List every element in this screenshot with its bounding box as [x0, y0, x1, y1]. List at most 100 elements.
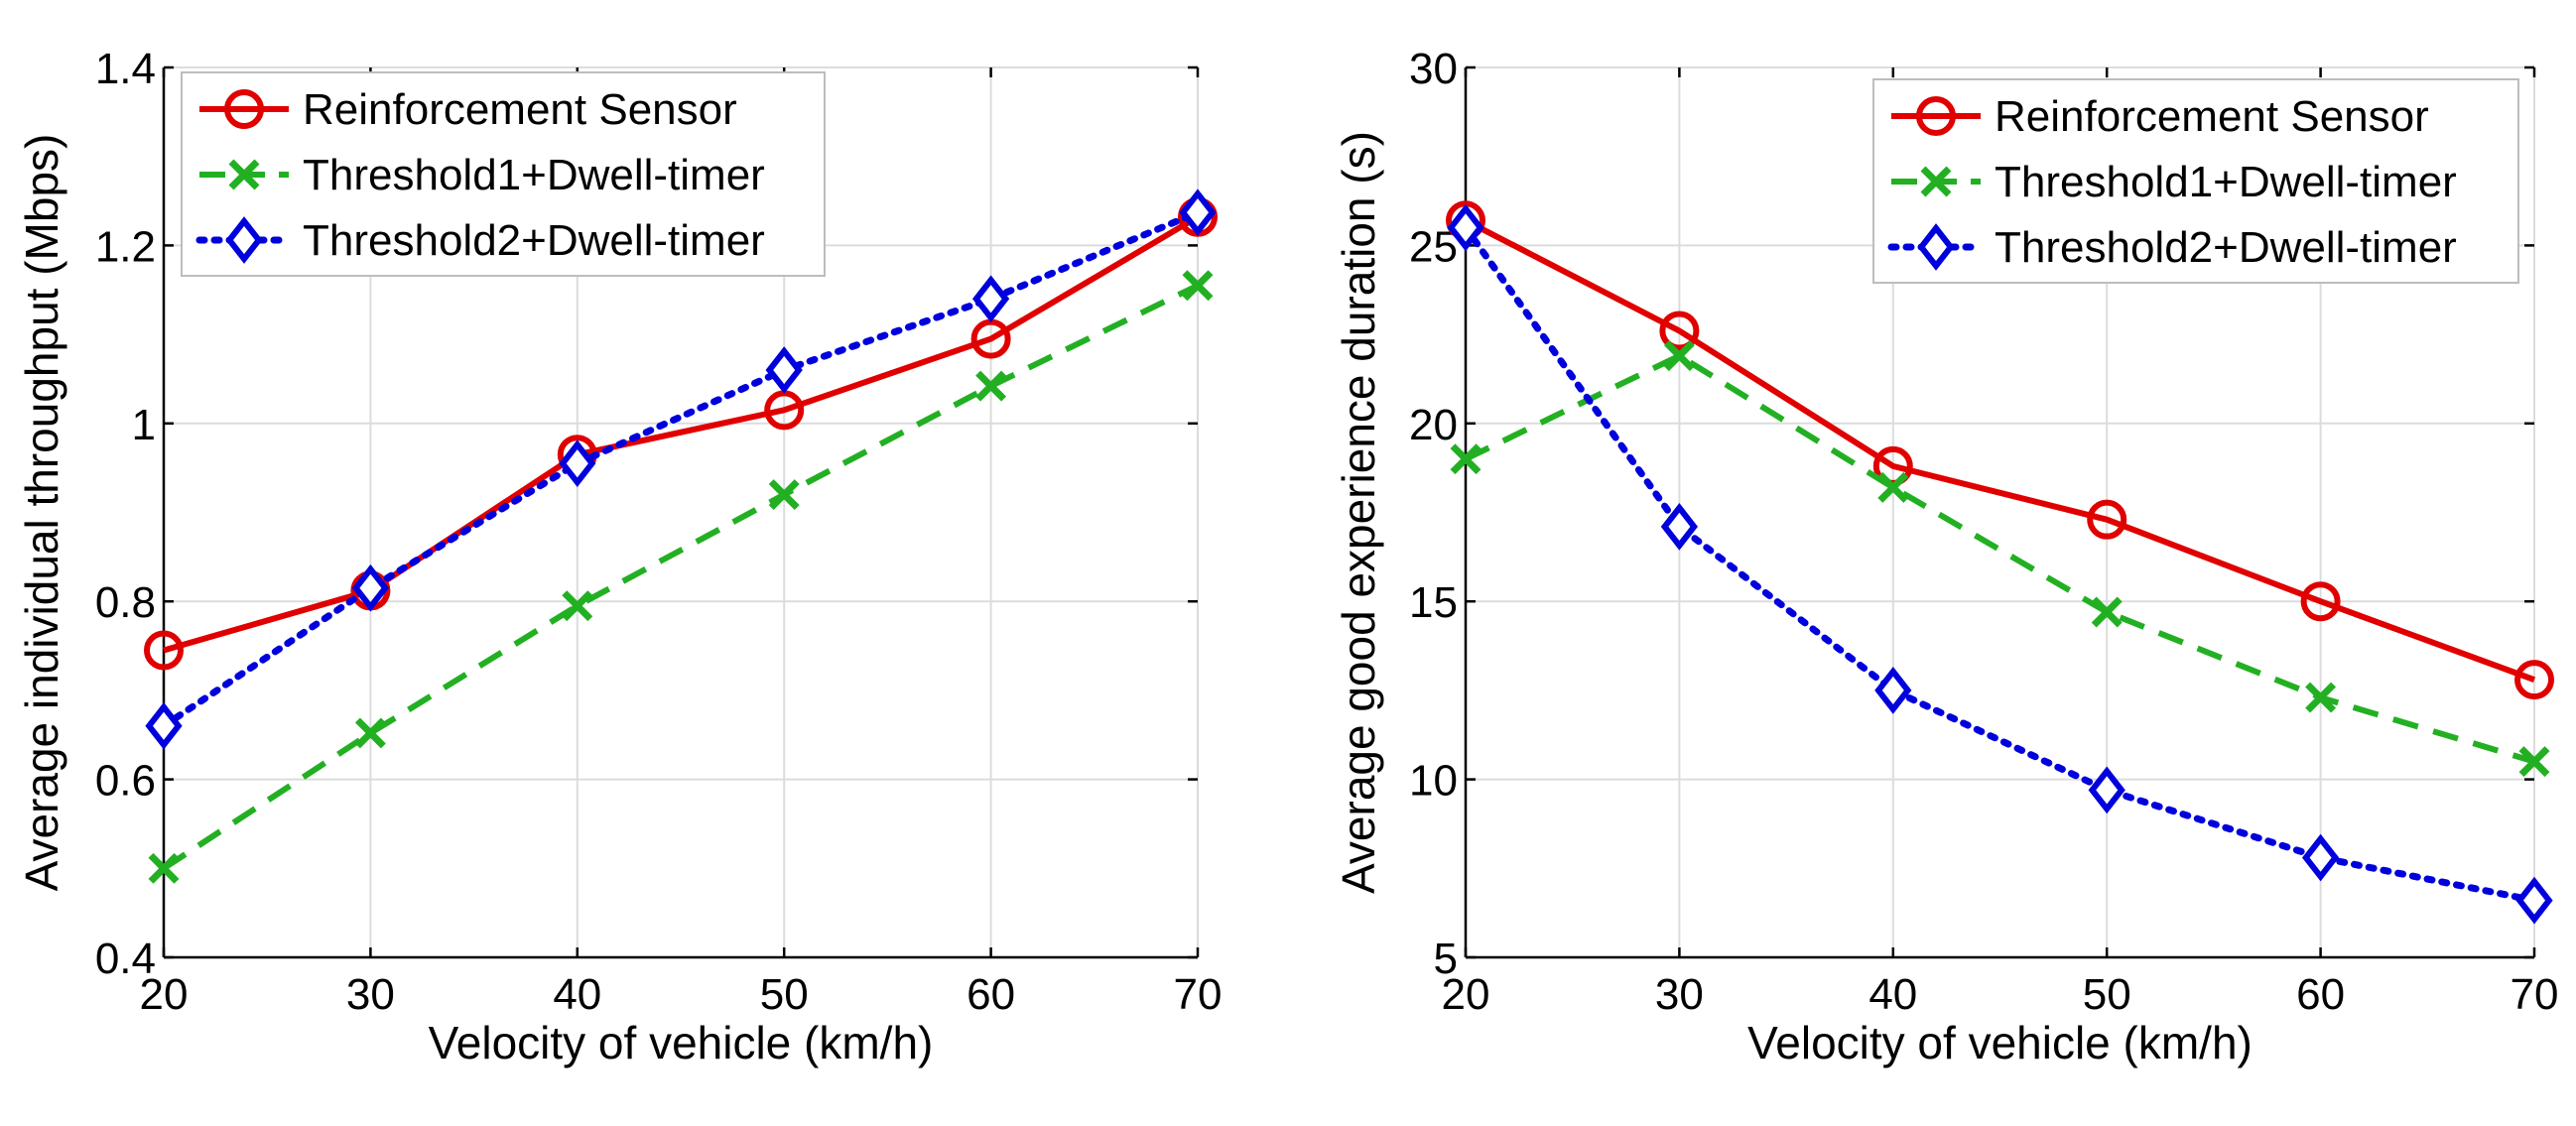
data-point: [1660, 502, 1699, 551]
data-point: [1659, 311, 1700, 351]
data-point: [975, 370, 1007, 402]
legend-entry: Threshold2+Dwell-timer: [195, 216, 765, 265]
legend-marker-stroke-b: [1920, 166, 1952, 197]
legend-marker: [1920, 166, 1952, 197]
legend-marker: [1917, 223, 1955, 271]
data-point: [765, 346, 803, 394]
data-point: [1877, 471, 1909, 503]
data-point-stroke-b: [768, 479, 800, 511]
legend-entry: Reinforcement Sensor: [1891, 92, 2429, 141]
data-point: [2301, 833, 2340, 882]
data-point: [354, 717, 386, 749]
series-line: [160, 208, 1202, 730]
y-tick-label: 0.6: [95, 757, 156, 806]
data-point: [2091, 596, 2123, 628]
legend-label: Threshold2+Dwell-timer: [1995, 223, 2457, 272]
data-point: [562, 590, 593, 622]
legend-label: Reinforcement Sensor: [1995, 92, 2429, 141]
y-tick-label: 1.2: [95, 222, 156, 271]
data-point-stroke-b: [1877, 471, 1909, 503]
x-tick-label: 70: [2511, 970, 2559, 1019]
legend-marker: [228, 159, 260, 190]
series-2: [1450, 340, 2550, 778]
data-point: [1179, 188, 1217, 237]
data-point-stroke-b: [354, 717, 386, 749]
x-axis-label: Velocity of vehicle (km/h): [429, 1017, 934, 1068]
data-point: [2518, 746, 2550, 778]
data-point: [2305, 682, 2337, 713]
data-point: [1663, 340, 1695, 372]
x-tick-label: 50: [2083, 970, 2131, 1019]
legend-entry: Threshold2+Dwell-timer: [1887, 223, 2457, 272]
y-tick-label: 30: [1409, 45, 1458, 93]
data-point: [2087, 499, 2127, 540]
data-point: [2515, 876, 2553, 925]
y-tick-label: 0.4: [95, 935, 156, 983]
legend-label: Threshold2+Dwell-timer: [303, 216, 765, 265]
axes: [162, 65, 1200, 959]
data-point-stroke-b: [2518, 746, 2550, 778]
legend-entry: Threshold1+Dwell-timer: [199, 151, 765, 199]
x-tick-label: 40: [1868, 970, 1917, 1019]
legend-marker-stroke-b: [228, 159, 260, 190]
series-line: [1464, 352, 2535, 765]
legend-marker: [224, 89, 264, 129]
y-axis-label: Average individual throughput (Mbps): [16, 134, 67, 892]
legend: Reinforcement Sensor Threshold1+Dwell-tim…: [181, 71, 826, 277]
x-tick-label: 70: [1174, 970, 1223, 1019]
series-3: [1447, 203, 2553, 925]
data-point: [145, 701, 183, 750]
data-point-stroke-b: [562, 590, 593, 622]
y-axis-label: Average good experience duration (s): [1333, 131, 1384, 894]
data-point: [148, 852, 180, 884]
data-point: [1450, 443, 1481, 475]
y-tick-label: 1.4: [95, 45, 156, 93]
data-point: [1182, 270, 1214, 302]
series-line: [162, 283, 1200, 871]
data-point: [2514, 660, 2554, 700]
series-2: [148, 270, 1214, 884]
data-point: [1874, 667, 1912, 714]
legend-label: Threshold1+Dwell-timer: [303, 151, 765, 199]
series-line: [1464, 217, 2536, 683]
x-tick-label: 20: [1442, 970, 1490, 1019]
data-point-stroke-b: [1663, 340, 1695, 372]
data-point: [351, 563, 390, 612]
data-point-stroke-b: [2091, 596, 2123, 628]
y-tick-label: 10: [1409, 757, 1458, 806]
legend: Reinforcement Sensor Threshold1+Dwell-tim…: [1872, 78, 2519, 284]
legend-marker: [225, 216, 263, 264]
data-point-stroke-b: [148, 852, 180, 884]
legend-marker: [1916, 96, 1956, 136]
x-tick-label: 60: [966, 970, 1015, 1019]
legend-entry: Reinforcement Sensor: [199, 85, 737, 134]
data-point-stroke-b: [1182, 270, 1214, 302]
x-axis-label: Velocity of vehicle (km/h): [1747, 1017, 2253, 1068]
series-3: [145, 188, 1217, 750]
series-line: [163, 214, 1200, 654]
x-tick-label: 20: [140, 970, 189, 1019]
data-point-stroke-b: [2305, 682, 2337, 713]
y-tick-label: 20: [1409, 401, 1458, 449]
x-tick-label: 30: [1655, 970, 1704, 1019]
y-tick-label: 0.8: [95, 578, 156, 627]
data-point: [768, 479, 800, 511]
legend-box: [1872, 78, 2519, 284]
x-tick-label: 50: [760, 970, 809, 1019]
x-tick-label: 30: [346, 970, 395, 1019]
legend-entry: Threshold1+Dwell-timer: [1891, 158, 2457, 206]
data-point: [559, 439, 596, 488]
data-point: [971, 275, 1010, 323]
legend-label: Threshold1+Dwell-timer: [1995, 158, 2457, 206]
data-point-stroke-b: [1450, 443, 1481, 475]
chart-panel-1: 20 30 40 50 60 70 0.4 0.6 0.8 1 1.2 1.4 Velocity of …: [16, 45, 1222, 1068]
data-point: [1447, 203, 1484, 252]
data-point-stroke-b: [975, 370, 1007, 402]
data-point: [2088, 766, 2125, 814]
legend-label: Reinforcement Sensor: [303, 85, 737, 134]
series-line: [1462, 223, 2538, 905]
x-tick-label: 40: [553, 970, 601, 1019]
y-tick-label: 1: [132, 401, 156, 449]
